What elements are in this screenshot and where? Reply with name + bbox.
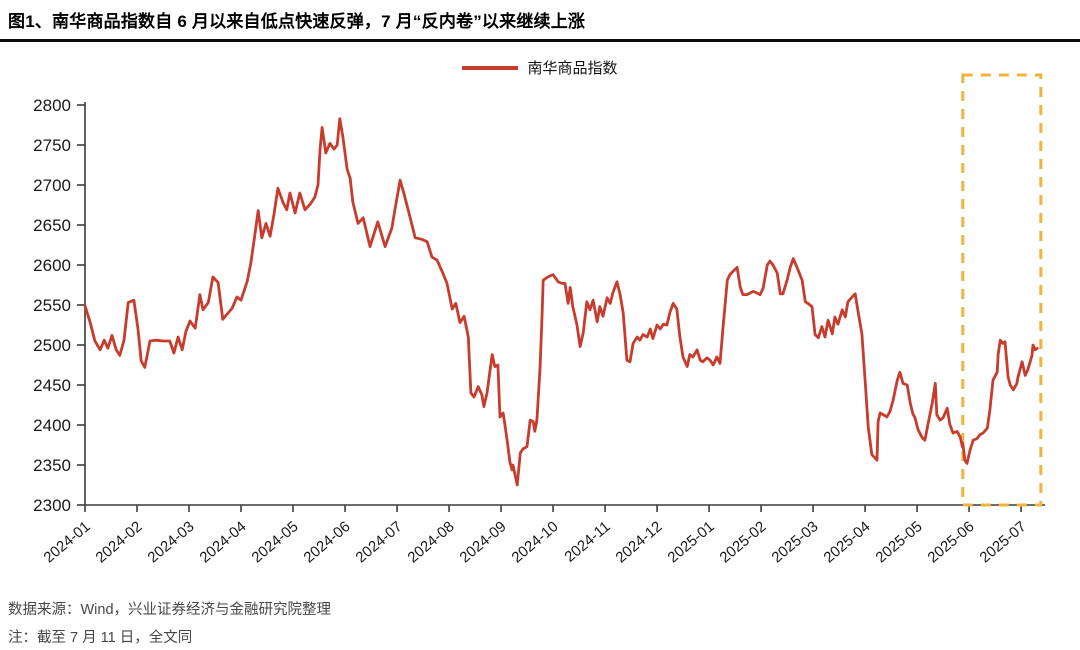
series-line [83, 117, 1039, 487]
x-tick-label: 2025-03 [769, 518, 822, 566]
x-tick-label: 2024-11 [561, 518, 613, 566]
y-tick-label: 2800 [33, 96, 71, 115]
figure-title: 图1、南华商品指数自 6 月以来自低点快速反弹，7 月“反内卷”以来继续上涨 [8, 12, 586, 31]
y-tick-label: 2400 [33, 416, 71, 435]
x-tick-label: 2025-04 [821, 518, 874, 566]
y-tick-label: 2750 [33, 136, 71, 155]
y-tick-label: 2450 [33, 376, 71, 395]
y-tick-label: 2500 [33, 336, 71, 355]
cutoff-note: 注：截至 7 月 11 日，全文同 [8, 630, 193, 646]
x-tick-label: 2025-07 [977, 518, 1030, 566]
y-tick-label: 2600 [33, 256, 71, 275]
x-tick-label: 2024-10 [509, 518, 562, 566]
x-tick-label: 2024-12 [613, 518, 666, 566]
x-tick-label: 2024-08 [404, 518, 457, 566]
y-tick-label: 2650 [33, 216, 71, 235]
x-tick-label: 2024-06 [300, 518, 353, 566]
x-tick-label: 2025-05 [873, 518, 926, 566]
x-tick-label: 2024-07 [352, 518, 405, 566]
y-tick-label: 2550 [33, 296, 71, 315]
x-tick-label: 2025-02 [717, 518, 770, 566]
x-tick-label: 2025-06 [925, 518, 978, 566]
x-tick-label: 2024-01 [40, 518, 93, 566]
x-tick-label: 2024-03 [144, 518, 197, 566]
x-tick-label: 2024-05 [248, 518, 301, 566]
figure-header: 图1、南华商品指数自 6 月以来自低点快速反弹，7 月“反内卷”以来继续上涨 [0, 0, 1080, 42]
y-tick-label: 2350 [33, 456, 71, 475]
x-tick-label: 2024-02 [92, 518, 145, 566]
data-source-note: 数据来源：Wind，兴业证券经济与金融研究院整理 [8, 602, 332, 618]
x-tick-label: 2024-04 [196, 518, 249, 566]
y-tick-label: 2700 [33, 176, 71, 195]
highlight-box [961, 73, 1043, 507]
x-tick-label: 2024-09 [456, 518, 509, 566]
y-tick-label: 2300 [33, 496, 71, 515]
x-tick-label: 2025-01 [665, 518, 718, 566]
